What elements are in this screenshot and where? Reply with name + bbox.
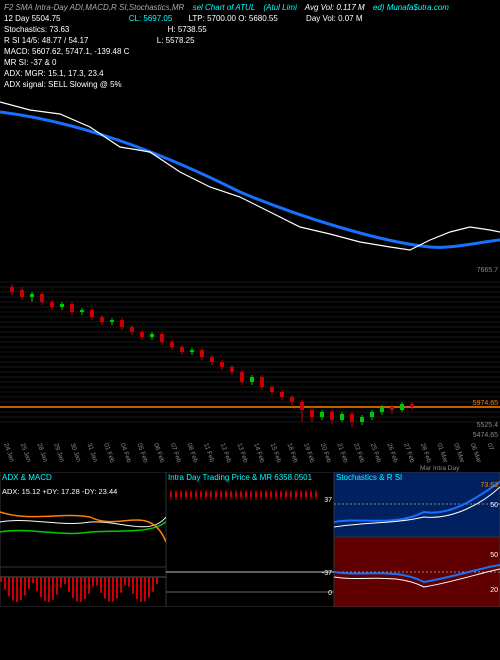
subpanel-row: ADX & MACD ADX: 15.12 +DY: 17.28 -DY: 23…	[0, 472, 500, 607]
chart-of: sel Chart of ATUL	[193, 3, 256, 12]
sma-12day: 12 Day 5504.75	[4, 14, 61, 23]
close-price: CL: 5697.05	[129, 14, 173, 23]
site-brand: ed) Munafa$utra.com	[373, 3, 449, 12]
svg-text:20: 20	[490, 587, 498, 594]
symbol-name: (Atul Limi	[264, 3, 297, 12]
low-price: L: 5578.25	[157, 36, 195, 45]
svg-text:7665.7: 7665.7	[477, 267, 499, 274]
stoch-rsi-panel[interactable]: Stochastics & R SI 5073.63 5020	[334, 472, 500, 607]
svg-text:50: 50	[490, 552, 498, 559]
svg-text:-37: -37	[322, 570, 332, 577]
indicator-list: F2 SMA Intra-Day ADI,MACD,R SI,Stochasti…	[4, 3, 184, 12]
svg-text:37: 37	[324, 497, 332, 504]
adx-mgr-value: ADX: MGR: 15.1, 17.3, 23.4	[4, 69, 104, 78]
adx-signal: ADX signal: SELL Slowing @ 5%	[4, 80, 122, 89]
main-price-chart[interactable]	[0, 92, 500, 262]
avg-vol: Avg Vol: 0.117 M	[305, 3, 365, 12]
day-vol: Day Vol: 0.07 M	[306, 14, 362, 23]
svg-text:Mar Intra Day: Mar Intra Day	[420, 465, 460, 472]
svg-text:73.63: 73.63	[480, 482, 498, 489]
mrsi-value: MR SI: -37 & 0	[4, 58, 56, 67]
macd-value: MACD: 5607.62, 5747.1, -139.48 C	[4, 47, 129, 56]
chart-header: F2 SMA Intra-Day ADI,MACD,R SI,Stochasti…	[0, 0, 500, 92]
high-price: H: 5738.55	[168, 25, 207, 34]
svg-text:5474.65: 5474.65	[473, 432, 498, 439]
rsi-value: R SI 14/5: 48.77 / 54.17	[4, 36, 89, 45]
svg-text:50: 50	[490, 502, 498, 509]
svg-text:0: 0	[328, 590, 332, 597]
intraday-panel[interactable]: Intra Day Trading Price & MR 6358.0501 3…	[166, 472, 334, 607]
adx-macd-panel[interactable]: ADX & MACD ADX: 15.12 +DY: 17.28 -DY: 23…	[0, 472, 166, 607]
date-axis: 24 Jan25 Jan28 Jan29 Jan30 Jan31 Jan01 F…	[0, 442, 500, 472]
svg-text:ADX: 15.12 +DY: 17.28 -DY: 2: ADX: 15.12 +DY: 17.28 -DY: 23.44	[2, 487, 117, 496]
candlestick-chart[interactable]: 7665.7 5974.65 5525.4 5474.65	[0, 262, 500, 442]
svg-text:5974.65: 5974.65	[473, 400, 498, 407]
ltp-open: LTP: 5700.00 O: 5680.55	[189, 14, 278, 23]
stochastics-value: Stochastics: 73.63	[4, 25, 69, 34]
svg-text:5525.4: 5525.4	[477, 422, 499, 429]
